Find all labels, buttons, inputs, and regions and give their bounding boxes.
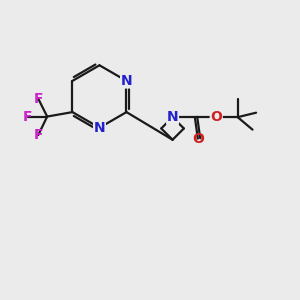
Text: F: F bbox=[23, 110, 33, 124]
Text: O: O bbox=[192, 132, 204, 145]
Text: F: F bbox=[34, 128, 43, 142]
Text: N: N bbox=[94, 121, 105, 135]
Text: F: F bbox=[34, 92, 43, 106]
Text: N: N bbox=[167, 110, 178, 124]
Text: N: N bbox=[121, 74, 132, 88]
Text: O: O bbox=[210, 110, 222, 124]
